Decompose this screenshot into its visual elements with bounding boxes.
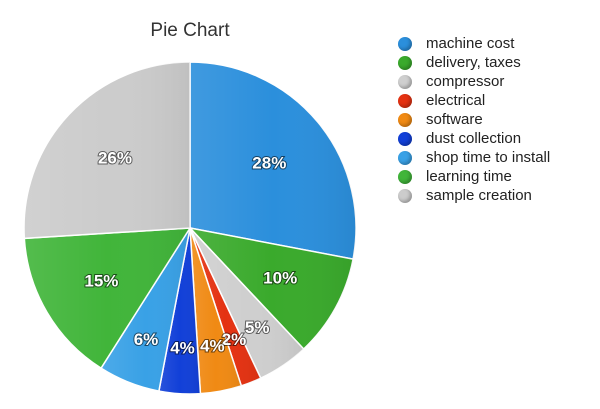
slice-value-label: 10%	[263, 269, 297, 288]
pie-slice-sheen	[190, 228, 304, 379]
chart-legend: machine cost delivery, taxes compressor ele…	[398, 34, 550, 205]
pie-slice-sheen	[190, 228, 354, 350]
slice-value-label: 2%	[222, 330, 247, 349]
legend-label: learning time	[426, 168, 512, 185]
slice-value-label: 28%	[252, 153, 286, 172]
legend-label: sample creation	[426, 187, 532, 204]
pie-slice-sheen	[101, 228, 190, 392]
legend-label: dust collection	[426, 130, 522, 147]
slice-value-label: 6%	[134, 330, 159, 349]
legend-item: electrical	[398, 91, 550, 110]
legend-label: electrical	[426, 92, 486, 109]
legend-swatch	[398, 93, 412, 108]
legend-swatch	[398, 74, 412, 89]
legend-swatch	[398, 55, 412, 70]
legend-item: learning time	[398, 167, 550, 186]
legend-item: software	[398, 110, 550, 129]
legend-item: delivery, taxes	[398, 53, 550, 72]
slice-value-label: 26%	[98, 149, 132, 168]
legend-item: compressor	[398, 72, 550, 91]
pie-slice-sheen	[158, 228, 201, 394]
legend-item: machine cost	[398, 34, 550, 53]
legend-item: sample creation	[398, 186, 550, 205]
legend-label: machine cost	[426, 35, 515, 52]
slice-value-label: 4%	[170, 338, 195, 357]
legend-label: shop time to install	[426, 149, 551, 166]
pie-slice-sheen	[24, 228, 191, 369]
legend-swatch	[398, 112, 412, 127]
legend-item: dust collection	[398, 129, 550, 148]
pie-slice-sheen	[190, 62, 356, 260]
legend-label: software	[426, 111, 483, 128]
legend-label: compressor	[426, 73, 505, 90]
legend-swatch	[398, 150, 412, 165]
slice-value-label: 15%	[84, 271, 118, 290]
legend-swatch	[398, 131, 412, 146]
legend-swatch	[398, 169, 412, 184]
slice-value-label: 4%	[200, 336, 225, 355]
chart-title: Pie Chart	[150, 20, 230, 41]
pie-slice-sheen	[190, 228, 242, 394]
pie-slice-sheen	[23, 62, 190, 239]
slice-value-label: 5%	[245, 318, 270, 337]
legend-item: shop time to install	[398, 148, 550, 167]
legend-swatch	[398, 36, 412, 51]
pie-slice-sheen	[190, 228, 261, 386]
legend-label: delivery, taxes	[426, 54, 521, 71]
legend-swatch	[398, 188, 412, 203]
